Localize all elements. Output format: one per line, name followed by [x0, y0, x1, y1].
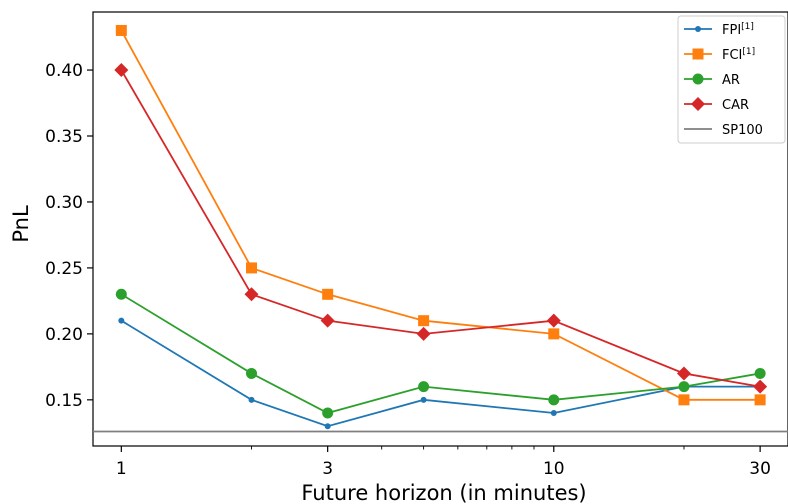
- data-point-fci: [754, 394, 766, 406]
- data-point-ar: [115, 288, 127, 300]
- x-tick-label: 3: [322, 459, 333, 479]
- y-tick-label: 0.35: [45, 127, 83, 147]
- data-point-fci: [418, 315, 430, 327]
- y-tick-label: 0.40: [45, 61, 83, 81]
- y-tick-label: 0.30: [45, 193, 83, 213]
- series-fci: [115, 24, 766, 406]
- legend-label-sp100: SP100: [722, 123, 763, 138]
- data-point-ar: [754, 367, 766, 379]
- data-point-fpi: [248, 396, 255, 403]
- x-tick-label: 30: [749, 459, 771, 479]
- legend-label-ar: AR: [722, 73, 740, 88]
- legend-box: [677, 15, 786, 144]
- series-ar: [115, 288, 766, 419]
- data-point-car: [753, 379, 768, 394]
- legend-marker-ar: [692, 73, 704, 85]
- data-point-fci: [115, 24, 127, 36]
- series-fpi: [118, 317, 764, 430]
- legend-superscript: [1]: [742, 47, 755, 57]
- x-axis-label: Future horizon (in minutes): [301, 481, 586, 504]
- data-point-ar: [418, 381, 430, 393]
- data-point-ar: [548, 394, 560, 406]
- data-point-fci: [246, 262, 258, 274]
- legend-marker-car: [691, 97, 705, 111]
- y-tick-label: 0.20: [45, 325, 83, 345]
- plot-frame: [92, 11, 788, 447]
- legend-marker-fci: [692, 48, 704, 60]
- data-point-fpi: [324, 423, 331, 430]
- data-point-car: [676, 366, 691, 381]
- data-point-fpi: [118, 317, 125, 324]
- data-point-car: [114, 63, 129, 78]
- series-car: [114, 63, 768, 394]
- data-point-fci: [548, 328, 560, 340]
- legend-superscript: [1]: [741, 22, 754, 32]
- plot-area: 0.150.200.250.300.350.401 3 10 30FPI[1]FCI[…: [45, 11, 788, 479]
- data-point-car: [416, 326, 431, 341]
- data-point-fci: [322, 288, 334, 300]
- data-point-fpi: [420, 396, 427, 403]
- series-line-fpi: [120, 319, 761, 428]
- x-tick-label: 10: [543, 459, 565, 479]
- series-line-fci: [120, 30, 761, 401]
- data-point-ar: [322, 407, 334, 419]
- data-point-fpi: [550, 410, 557, 417]
- series-line-ar: [120, 293, 761, 414]
- series-line-car: [120, 69, 761, 388]
- y-axis-label: PnL: [9, 205, 33, 243]
- data-point-ar: [246, 367, 258, 379]
- data-point-car: [320, 313, 335, 328]
- y-tick-label: 0.15: [45, 391, 83, 411]
- data-point-car: [244, 287, 259, 302]
- legend-marker-fpi: [695, 26, 701, 32]
- data-point-car: [546, 313, 561, 328]
- x-tick-label: 1: [116, 459, 127, 479]
- legend-label-car: CAR: [722, 98, 749, 113]
- data-point-fci: [678, 394, 690, 406]
- y-tick-label: 0.25: [45, 259, 83, 279]
- data-point-ar: [678, 381, 690, 393]
